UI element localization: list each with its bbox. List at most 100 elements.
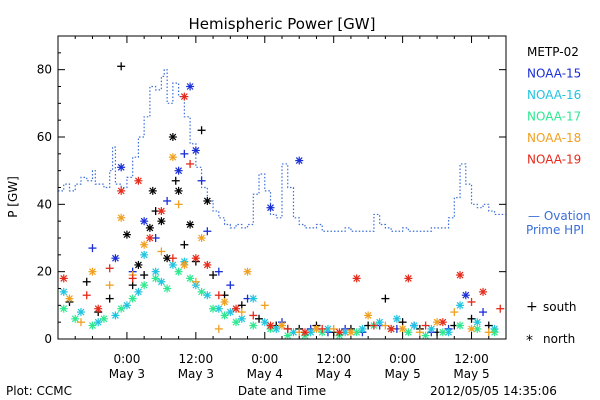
north-point: [438, 328, 447, 337]
north-point-d2: [89, 322, 96, 329]
north-point-d2: [353, 328, 361, 336]
north-point: [76, 308, 85, 317]
north-point-d2: [60, 274, 68, 282]
north-point: [140, 217, 149, 226]
north-point: [145, 234, 154, 242]
north-point: [203, 196, 212, 205]
north-point-d2: [439, 328, 447, 336]
north-point-d2: [186, 221, 194, 228]
south-point: [214, 267, 223, 276]
north-point-d2: [152, 268, 160, 276]
north-point: [168, 133, 177, 141]
south-point: [197, 126, 206, 135]
north-point-d2: [336, 328, 343, 336]
ovation-hpi-line: [58, 69, 506, 232]
south-point: [283, 324, 292, 333]
north-point-d2: [100, 315, 108, 323]
south-point: [329, 324, 338, 333]
north-point-d2: [301, 328, 309, 336]
north-point-d2: [456, 322, 464, 329]
north-point: [134, 260, 143, 269]
north-point: [203, 291, 212, 300]
north-point-d2: [94, 305, 102, 313]
x-tick-date-label: May 3: [109, 367, 145, 381]
legend-entry: METP-02: [527, 45, 579, 59]
north-point: [117, 186, 126, 195]
north-point: [473, 318, 482, 327]
north-point-d2: [404, 328, 412, 336]
legend-entry: NOAA-19: [527, 153, 581, 167]
north-point: [168, 153, 177, 162]
north-point: [99, 314, 108, 323]
south-point: [255, 314, 264, 323]
north-point: [151, 274, 160, 283]
south-point: [450, 308, 459, 317]
south-marker-symbol: +: [526, 299, 538, 315]
ovation-legend-label: — Ovation: [528, 209, 591, 223]
north-point: [266, 321, 275, 330]
north-point: [237, 314, 246, 323]
north-point-d2: [232, 305, 240, 313]
north-point-d2: [267, 204, 274, 212]
north-point-d2: [387, 325, 395, 333]
north-point: [260, 318, 269, 327]
north-point-d2: [180, 93, 188, 101]
y-axis-label: P [GW]: [6, 176, 20, 218]
north-point: [180, 92, 189, 101]
north-point-d2: [198, 234, 206, 242]
north-point-d2: [163, 285, 171, 292]
legend: METP-02 NOAA-15 NOAA-16 NOAA-17 NOAA-18 NOAA-…: [527, 45, 581, 167]
north-point: [140, 281, 149, 290]
north-point: [203, 260, 212, 269]
south-point: [484, 328, 493, 337]
north-point: [145, 223, 154, 232]
north-point-d2: [140, 281, 148, 289]
north-point-d2: [152, 274, 160, 282]
north-point: [122, 230, 131, 239]
legend-entry: NOAA-17: [527, 110, 581, 124]
x-tick-date-label: May 5: [384, 367, 420, 381]
north-point-d2: [226, 308, 234, 316]
north-point: [157, 217, 166, 226]
north-point: [220, 297, 229, 306]
south-point: [128, 281, 137, 290]
north-point: [461, 291, 470, 300]
south-point: [191, 277, 200, 286]
north-point-d2: [267, 322, 274, 329]
y-tick-label: 20: [37, 265, 52, 279]
north-point: [140, 240, 149, 249]
north-point-d2: [117, 214, 125, 222]
series-layer: [59, 62, 505, 340]
north-point-d2: [175, 167, 183, 175]
north-point: [88, 321, 97, 330]
north-point-d2: [146, 234, 154, 242]
x-tick-time-label: 0:00: [389, 352, 416, 366]
north-point: [404, 328, 413, 337]
plot-credit: Plot: CCMC: [6, 384, 72, 398]
south-point: [237, 301, 246, 310]
legend-entry: NOAA-18: [527, 131, 581, 145]
north-point: [134, 176, 143, 185]
north-point-d2: [249, 322, 257, 329]
north-point-d2: [134, 261, 142, 269]
north-point: [174, 166, 183, 175]
north-point-d2: [112, 254, 119, 262]
north-point-d2: [433, 318, 441, 326]
north-point: [140, 250, 149, 259]
north-point: [220, 311, 229, 320]
legend-entry: NOAA-15: [527, 67, 581, 81]
north-point: [243, 267, 252, 276]
north-point: [94, 318, 103, 327]
south-point: [214, 324, 223, 333]
north-point-d2: [134, 288, 142, 296]
north-point-d2: [439, 318, 447, 326]
south-point: [214, 291, 223, 300]
north-point: [88, 267, 97, 276]
north-point: [358, 324, 367, 333]
north-point-d2: [404, 274, 412, 282]
north-point-d2: [468, 325, 475, 333]
north-point-d2: [157, 217, 165, 225]
north-point: [392, 314, 401, 323]
south-point: [415, 328, 424, 337]
plot-area: [58, 69, 506, 232]
